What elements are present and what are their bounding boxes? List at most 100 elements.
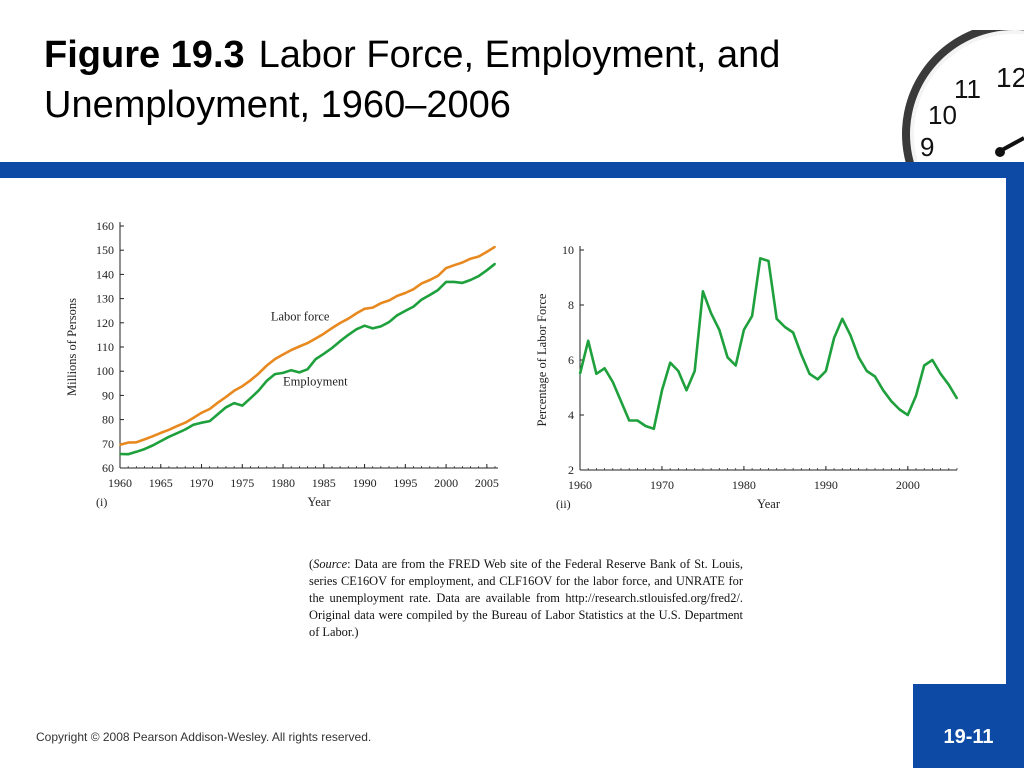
data-point: [412, 305, 415, 308]
y-tick-label: 100: [96, 364, 114, 378]
panel-label: (ii): [556, 497, 571, 511]
data-point: [200, 421, 203, 424]
y-tick-label: 160: [96, 219, 114, 233]
data-point: [644, 425, 647, 427]
data-point: [151, 444, 154, 447]
x-tick-label: 2000: [434, 476, 458, 490]
x-tick-label: 1990: [814, 478, 838, 492]
panel-label: (i): [96, 495, 107, 509]
data-point: [339, 322, 341, 324]
data-point: [290, 349, 293, 351]
data-point: [176, 432, 178, 435]
data-point: [135, 450, 138, 453]
data-point: [652, 427, 655, 430]
data-point: [347, 334, 350, 336]
data-point: [216, 401, 219, 404]
series-line-labor-force: [119, 245, 496, 447]
data-point: [461, 282, 464, 284]
source-text: : Data are from the FRED Web site of the…: [309, 557, 743, 639]
series-line-unemployment-rate: [578, 256, 959, 431]
y-tick-label: 10: [562, 243, 574, 257]
data-point: [404, 292, 407, 294]
right-accent-bar: [1006, 178, 1024, 768]
clock-image: 12 11 10 9: [902, 30, 1024, 162]
data-point: [412, 288, 415, 291]
source-note: (Source: Data are from the FRED Web site…: [309, 557, 743, 639]
data-point: [461, 261, 464, 264]
data-point: [249, 379, 252, 382]
source-label: Source: [313, 557, 348, 571]
x-axis-label: Year: [307, 495, 331, 509]
data-point: [225, 396, 227, 398]
data-point: [947, 383, 950, 386]
clock-numeral-10: 10: [928, 100, 957, 130]
data-point: [702, 290, 704, 293]
data-point: [677, 370, 680, 372]
y-tick-label: 90: [102, 388, 114, 402]
data-point: [371, 306, 374, 309]
x-axis-label: Year: [757, 497, 781, 511]
x-tick-label: 1960: [568, 478, 592, 492]
data-point: [151, 435, 154, 438]
x-tick-label: 1965: [149, 476, 173, 490]
data-point: [808, 372, 811, 375]
copyright-text: Copyright © 2008 Pearson Addison-Wesley.…: [36, 730, 372, 744]
data-point: [865, 370, 868, 372]
data-point: [241, 404, 244, 407]
data-point: [420, 298, 423, 301]
data-point: [693, 370, 696, 372]
data-point: [257, 372, 260, 375]
data-point: [437, 275, 439, 277]
data-point: [939, 372, 942, 375]
data-point: [143, 438, 146, 441]
data-point: [159, 432, 162, 434]
data-point: [135, 441, 138, 444]
data-point: [192, 417, 195, 419]
data-point: [579, 372, 581, 375]
data-point: [216, 413, 219, 416]
data-point: [923, 364, 926, 367]
y-tick-label: 4: [568, 408, 574, 422]
data-point: [611, 381, 614, 383]
data-point: [915, 394, 917, 397]
y-tick-label: 130: [96, 292, 114, 306]
data-point: [388, 299, 390, 302]
data-point: [233, 389, 236, 392]
y-tick-label: 8: [568, 298, 574, 312]
labor-force-employment-chart: 60 70 80 90 100 110 120 130 140 150 160 1960 1965 197…: [65, 219, 499, 509]
data-point: [282, 372, 284, 374]
top-accent-bar: [0, 162, 1024, 178]
data-point: [233, 402, 236, 404]
data-point: [225, 406, 227, 409]
annotation-labor-force: Labor force: [271, 309, 330, 323]
data-point: [241, 385, 244, 388]
x-tick-label: 1975: [230, 476, 254, 490]
data-point: [331, 327, 333, 329]
data-point: [792, 331, 794, 334]
data-point: [485, 269, 488, 272]
page-number-box: [913, 684, 1024, 768]
data-point: [587, 339, 590, 342]
x-tick-label: 1990: [353, 476, 377, 490]
data-point: [775, 317, 778, 320]
data-point: [314, 337, 317, 340]
data-point: [200, 411, 203, 414]
data-point: [282, 353, 284, 356]
data-point: [396, 314, 399, 317]
data-point: [477, 275, 480, 277]
data-point: [184, 428, 187, 431]
data-point: [331, 347, 333, 349]
data-point: [800, 353, 803, 356]
data-point: [355, 312, 358, 315]
figure-title: Labor Force, Employment, and Unemploymen…: [44, 34, 781, 126]
data-point: [184, 421, 187, 424]
y-tick-label: 120: [96, 316, 114, 330]
x-tick-label: 1970: [650, 478, 674, 492]
data-point: [734, 364, 737, 367]
x-tick-label: 2005: [475, 476, 499, 490]
y-tick-label: 6: [568, 353, 574, 367]
data-point: [685, 389, 688, 392]
y-tick-label: 60: [102, 461, 114, 475]
data-point: [322, 332, 325, 335]
data-point: [445, 281, 447, 283]
